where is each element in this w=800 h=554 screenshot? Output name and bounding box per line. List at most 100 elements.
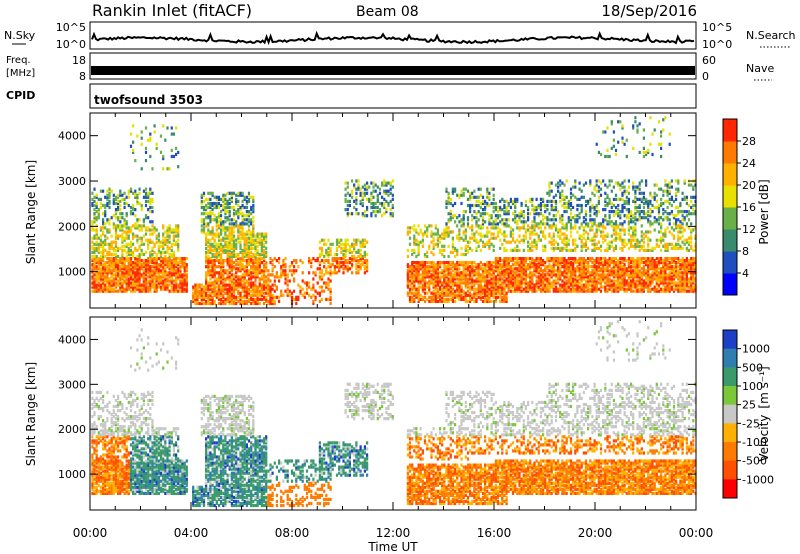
- echo-cell: [479, 232, 482, 236]
- echo-cell: [507, 271, 510, 275]
- echo-cell: [533, 232, 536, 236]
- echo-cell: [441, 269, 444, 273]
- echo-cell: [102, 242, 105, 246]
- echo-cell: [376, 199, 379, 203]
- echo-cell: [340, 265, 343, 269]
- echo-cell: [170, 248, 173, 252]
- echo-cell: [464, 210, 467, 214]
- echo-cell: [578, 212, 581, 216]
- echo-cell: [110, 289, 113, 293]
- echo-cell: [220, 257, 223, 261]
- echo-cell: [389, 214, 392, 218]
- echo-cell: [258, 254, 261, 259]
- echo-cell: [247, 250, 251, 254]
- echo-cell: [451, 246, 454, 250]
- echo-cell: [499, 275, 502, 279]
- echo-cell: [226, 291, 229, 295]
- echo-cell: [539, 257, 542, 261]
- echo-cell: [207, 257, 210, 261]
- echo-cell: [226, 203, 229, 208]
- echo-cell: [488, 246, 491, 250]
- echo-cell: [329, 252, 332, 257]
- echo-cell: [211, 244, 214, 248]
- echo-cell: [159, 254, 163, 259]
- echo-cell: [490, 232, 493, 236]
- echo-cell: [226, 191, 229, 195]
- echo-cell: [209, 271, 212, 275]
- echo-cell: [209, 246, 212, 250]
- echo-cell: [451, 230, 454, 234]
- echo-cell: [235, 285, 238, 289]
- echo-cell: [213, 254, 216, 259]
- echo-cell: [361, 195, 364, 199]
- echo-cell: [501, 273, 504, 277]
- echo-cell: [185, 257, 188, 261]
- echo-cell: [286, 287, 289, 291]
- echo-cell: [144, 277, 148, 281]
- echo-cell: [129, 132, 133, 136]
- echo-cell: [205, 275, 208, 279]
- echo-cell: [335, 263, 339, 267]
- echo-cell: [484, 279, 487, 283]
- echo-cell: [426, 265, 429, 269]
- echo-cell: [175, 263, 178, 267]
- echo-cell: [149, 267, 152, 271]
- echo-cell: [172, 254, 175, 259]
- echo-cell: [205, 277, 208, 281]
- echo-cell: [527, 228, 530, 232]
- echo-cell: [368, 185, 371, 189]
- echo-cell: [237, 214, 240, 218]
- echo-cell: [477, 265, 480, 269]
- echo-cell: [91, 257, 94, 261]
- echo-cell: [125, 281, 128, 285]
- echo-cell: [552, 289, 555, 293]
- echo-cell: [166, 257, 169, 261]
- echo-cell: [563, 195, 566, 199]
- echo-cell: [211, 228, 214, 232]
- echo-cell: [447, 271, 450, 275]
- echo-cell: [112, 222, 115, 226]
- echo-cell: [430, 263, 433, 267]
- echo-cell: [252, 293, 255, 297]
- echo-cell: [449, 297, 452, 301]
- echo-cell: [245, 248, 248, 252]
- echo-cell: [561, 216, 564, 220]
- echo-cell: [209, 287, 212, 291]
- echo-cell: [93, 257, 96, 261]
- echo-cell: [222, 301, 225, 306]
- echo-cell: [308, 271, 311, 275]
- echo-cell: [486, 240, 489, 244]
- echo-cell: [93, 248, 96, 252]
- echo-cell: [263, 277, 266, 281]
- echo-cell: [136, 273, 139, 277]
- echo-cell: [372, 205, 375, 210]
- echo-cell: [207, 285, 210, 289]
- echo-cell: [256, 291, 259, 295]
- echo-cell: [533, 224, 536, 228]
- echo-cell: [250, 242, 253, 246]
- echo-cell: [550, 203, 553, 208]
- echo-cell: [524, 259, 527, 263]
- echo-cell: [501, 232, 504, 236]
- echo-cell: [522, 240, 525, 244]
- echo-cell: [175, 230, 178, 234]
- echo-cell: [574, 287, 577, 291]
- echo-cell: [344, 267, 347, 271]
- echo-cell: [550, 189, 553, 193]
- echo-cell: [202, 191, 206, 195]
- echo-cell: [475, 220, 478, 224]
- echo-cell: [342, 246, 345, 250]
- echo-cell: [260, 283, 263, 287]
- echo-cell: [132, 203, 135, 208]
- echo-cell: [557, 259, 560, 263]
- echo-cell: [539, 263, 542, 267]
- beam-label: Beam 08: [356, 4, 419, 20]
- echo-cell: [202, 205, 206, 210]
- echo-cell: [170, 281, 173, 285]
- nave-tick-top: 60: [702, 54, 716, 67]
- echo-cell: [449, 281, 452, 285]
- echo-cell: [578, 267, 581, 271]
- echo-cell: [265, 299, 268, 303]
- echo-cell: [456, 263, 459, 267]
- echo-cell: [507, 201, 510, 206]
